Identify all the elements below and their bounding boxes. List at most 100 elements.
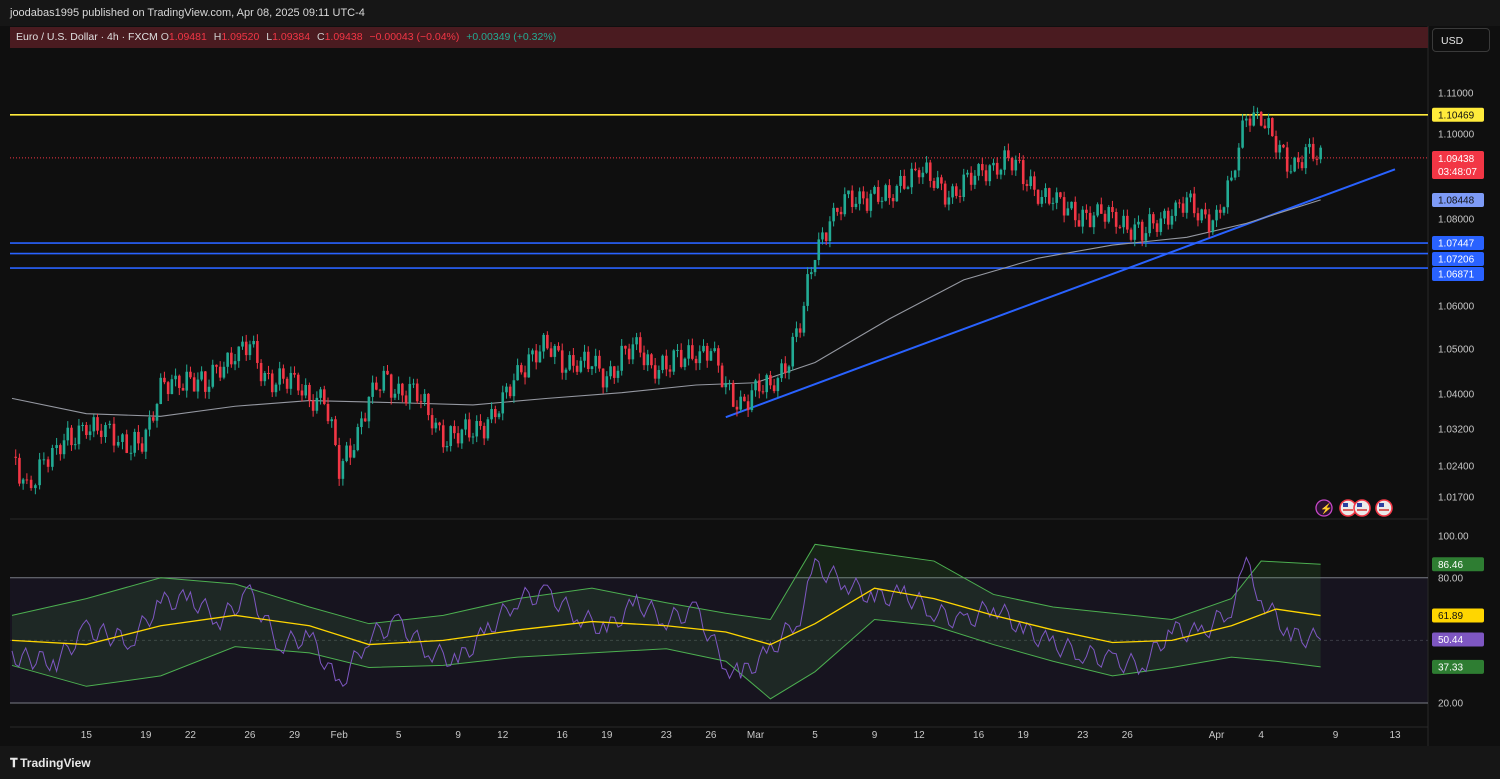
rsi-value-tag: 61.89 — [1438, 611, 1463, 622]
rsi-line — [11, 556, 1321, 688]
candle-body — [575, 365, 579, 372]
candle-body — [1133, 224, 1137, 240]
candle-body — [367, 396, 371, 422]
candle-body — [1073, 201, 1077, 221]
candle-body — [116, 441, 120, 446]
candle-body — [691, 345, 694, 359]
time-tick-label: Feb — [331, 730, 349, 741]
price-tick-label: 1.04000 — [1438, 390, 1475, 401]
candle-body — [694, 358, 698, 364]
resistance-tag: 1.10469 — [1438, 110, 1475, 121]
candle-body — [1092, 215, 1096, 228]
candle-body — [590, 366, 594, 369]
candle-body — [620, 345, 624, 371]
candle-body — [62, 440, 66, 455]
candle-body — [108, 423, 112, 426]
lightning-icon — [1315, 499, 1333, 517]
candle-body — [1185, 197, 1189, 213]
candle-body — [1196, 213, 1200, 221]
candle-body — [1267, 118, 1270, 129]
candle-body — [34, 485, 37, 489]
candle-body — [412, 383, 415, 385]
candle-body — [1025, 184, 1029, 186]
candle-body — [393, 393, 397, 398]
candle-body — [549, 348, 553, 357]
candle-body — [642, 352, 646, 366]
rsi-upper-band — [11, 543, 1321, 625]
candle-body — [144, 429, 148, 452]
candle-body — [1070, 201, 1073, 209]
candle-body — [702, 345, 705, 352]
support-tag-1-bg — [1432, 236, 1484, 251]
symbol-name[interactable]: Euro / U.S. Dollar · 4h · FXCM — [16, 31, 158, 43]
candle-body — [891, 197, 895, 202]
candle-body — [731, 382, 735, 407]
candle-body — [166, 382, 170, 395]
candle-body — [1233, 170, 1237, 178]
candle-body — [181, 387, 185, 391]
candle-body — [1036, 189, 1040, 204]
time-tick-label: 5 — [396, 730, 402, 741]
candle-body — [914, 168, 917, 171]
candle-body — [665, 355, 668, 370]
candle-body — [761, 391, 765, 393]
candle-body — [828, 221, 832, 242]
price-tick-label: 1.03200 — [1438, 425, 1475, 436]
candle-body — [683, 358, 687, 367]
candle-body — [371, 382, 374, 397]
candle-body — [133, 431, 136, 453]
candle-body — [1003, 150, 1006, 170]
candle-body — [189, 371, 192, 378]
candle-body — [962, 174, 966, 197]
candle-body — [813, 259, 817, 273]
candle-body — [1308, 143, 1311, 148]
candle-body — [1218, 209, 1222, 213]
tradingview-logo[interactable]: 𝐓 TradingView — [10, 756, 91, 771]
candle-body — [880, 200, 884, 202]
candle-body — [274, 384, 278, 393]
candle-body — [1085, 209, 1088, 213]
rsi-tick-label: 100.00 — [1438, 532, 1469, 543]
candle-body — [1278, 144, 1282, 153]
candle-body — [14, 456, 18, 458]
candle-body — [981, 164, 984, 171]
candle-body — [780, 363, 783, 379]
candle-body — [672, 350, 676, 372]
candle-body — [1226, 180, 1230, 208]
candle-body — [427, 393, 430, 416]
lightning-glyph: ⚡ — [1320, 502, 1332, 515]
high-label: H — [213, 31, 222, 43]
candle-body — [765, 375, 769, 393]
us-flag-canton — [1379, 503, 1384, 507]
candle-body — [635, 337, 638, 345]
high-value: 1.09520 — [221, 31, 260, 43]
candle-body — [1293, 157, 1296, 172]
time-tick-label: 19 — [601, 730, 613, 741]
rsi-tag-bg — [1432, 557, 1484, 572]
price-tick-label: 1.01700 — [1438, 493, 1475, 504]
support-tag-3-bg — [1432, 267, 1484, 281]
candle-body — [586, 351, 590, 369]
footer-bar: 𝐓 TradingView — [0, 746, 1500, 779]
time-tick-label: 16 — [973, 730, 985, 741]
candle-body — [598, 355, 601, 369]
candle-body — [713, 348, 716, 352]
candle-body — [415, 383, 419, 402]
candle-body — [583, 351, 586, 361]
candle-body — [717, 348, 720, 366]
candle-body — [579, 360, 583, 372]
currency-button[interactable]: USD — [1432, 28, 1490, 52]
candle-body — [627, 348, 631, 360]
candle-body — [490, 409, 493, 420]
candle-body — [1062, 197, 1066, 216]
candle-body — [1059, 192, 1062, 198]
rsi-tag-bg — [1432, 632, 1484, 647]
time-tick-label: Mar — [747, 730, 765, 741]
candle-body — [196, 379, 200, 392]
candle-body — [538, 351, 542, 363]
candle-body — [865, 198, 869, 211]
candle-body — [66, 427, 70, 441]
candle-body — [1304, 147, 1308, 169]
candle-body — [92, 417, 96, 432]
